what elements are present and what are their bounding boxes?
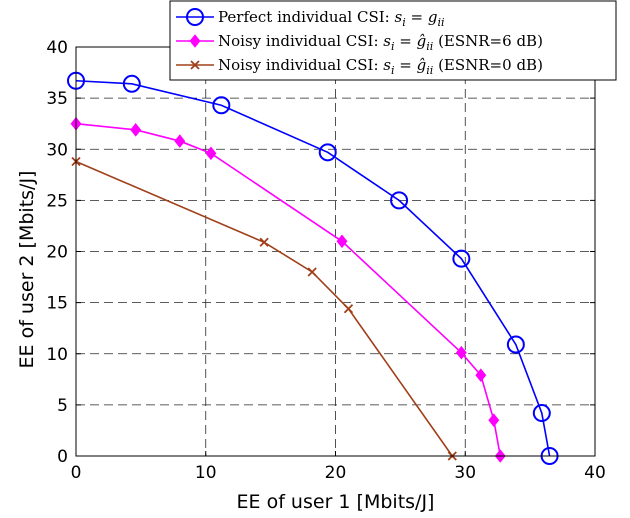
data-point bbox=[318, 143, 337, 162]
series-2 bbox=[70, 116, 506, 463]
x-tick-label: 40 bbox=[584, 463, 606, 483]
data-point bbox=[174, 134, 186, 148]
data-point bbox=[212, 96, 231, 115]
x-tick-label: 20 bbox=[325, 463, 347, 483]
legend: Perfect individual CSI: si = gii Noisy in… bbox=[169, 0, 617, 81]
legend-marker bbox=[186, 8, 204, 26]
data-point bbox=[343, 304, 354, 314]
x-tick-label: 10 bbox=[195, 463, 217, 483]
data-point bbox=[307, 267, 317, 277]
y-tick-label: 35 bbox=[46, 89, 68, 109]
legend-item-1: Perfect individual CSI: si = gii bbox=[176, 8, 445, 29]
data-point bbox=[452, 249, 471, 268]
grid-lines bbox=[76, 47, 595, 456]
data-point bbox=[130, 123, 142, 137]
y-axis-label: EE of user 2 [Mbits/J] bbox=[16, 171, 38, 369]
y-tick-label: 0 bbox=[57, 447, 68, 467]
data-point bbox=[488, 413, 500, 428]
legend-label: Noisy individual CSI: si = ĝii (ESNR=6 d… bbox=[218, 32, 543, 53]
data-point bbox=[475, 368, 487, 383]
x-tick-label: 0 bbox=[71, 463, 82, 483]
legend-label: Perfect individual CSI: si = gii bbox=[218, 8, 445, 29]
series-line bbox=[75, 122, 502, 457]
legend-item-3: Noisy individual CSI: si = ĝii (ESNR=0 d… bbox=[176, 56, 543, 77]
series-line bbox=[75, 160, 453, 457]
data-point bbox=[122, 74, 141, 93]
data-series bbox=[67, 71, 559, 465]
x-axis-label: EE of user 1 [Mbits/J] bbox=[237, 491, 435, 513]
x-tick-label: 30 bbox=[454, 463, 476, 483]
legend-marker bbox=[189, 34, 201, 48]
y-tick-label: 30 bbox=[46, 140, 68, 160]
legend-item-2: Noisy individual CSI: si = ĝii (ESNR=6 d… bbox=[176, 32, 543, 53]
series-3 bbox=[71, 156, 457, 461]
data-point bbox=[532, 404, 551, 423]
y-tick-label: 15 bbox=[46, 294, 68, 314]
data-point bbox=[390, 191, 409, 210]
data-point bbox=[455, 345, 467, 360]
data-point bbox=[506, 335, 525, 354]
y-tick-label: 40 bbox=[46, 38, 68, 58]
legend-marker bbox=[190, 60, 200, 70]
y-tick-label: 10 bbox=[46, 345, 68, 365]
legend-label: Noisy individual CSI: si = ĝii (ESNR=0 d… bbox=[218, 56, 543, 77]
data-point bbox=[259, 237, 269, 247]
axis-ticks: 0 10 20 30 40 0 5 10 15 20 25 30 35 40 bbox=[46, 38, 605, 483]
legend-box bbox=[169, 0, 617, 81]
series-1 bbox=[67, 71, 559, 465]
y-tick-label: 5 bbox=[57, 396, 68, 416]
series-line bbox=[75, 79, 551, 457]
y-tick-label: 25 bbox=[46, 191, 68, 211]
data-point bbox=[205, 146, 217, 161]
data-point bbox=[336, 234, 348, 249]
y-tick-label: 20 bbox=[46, 243, 68, 263]
